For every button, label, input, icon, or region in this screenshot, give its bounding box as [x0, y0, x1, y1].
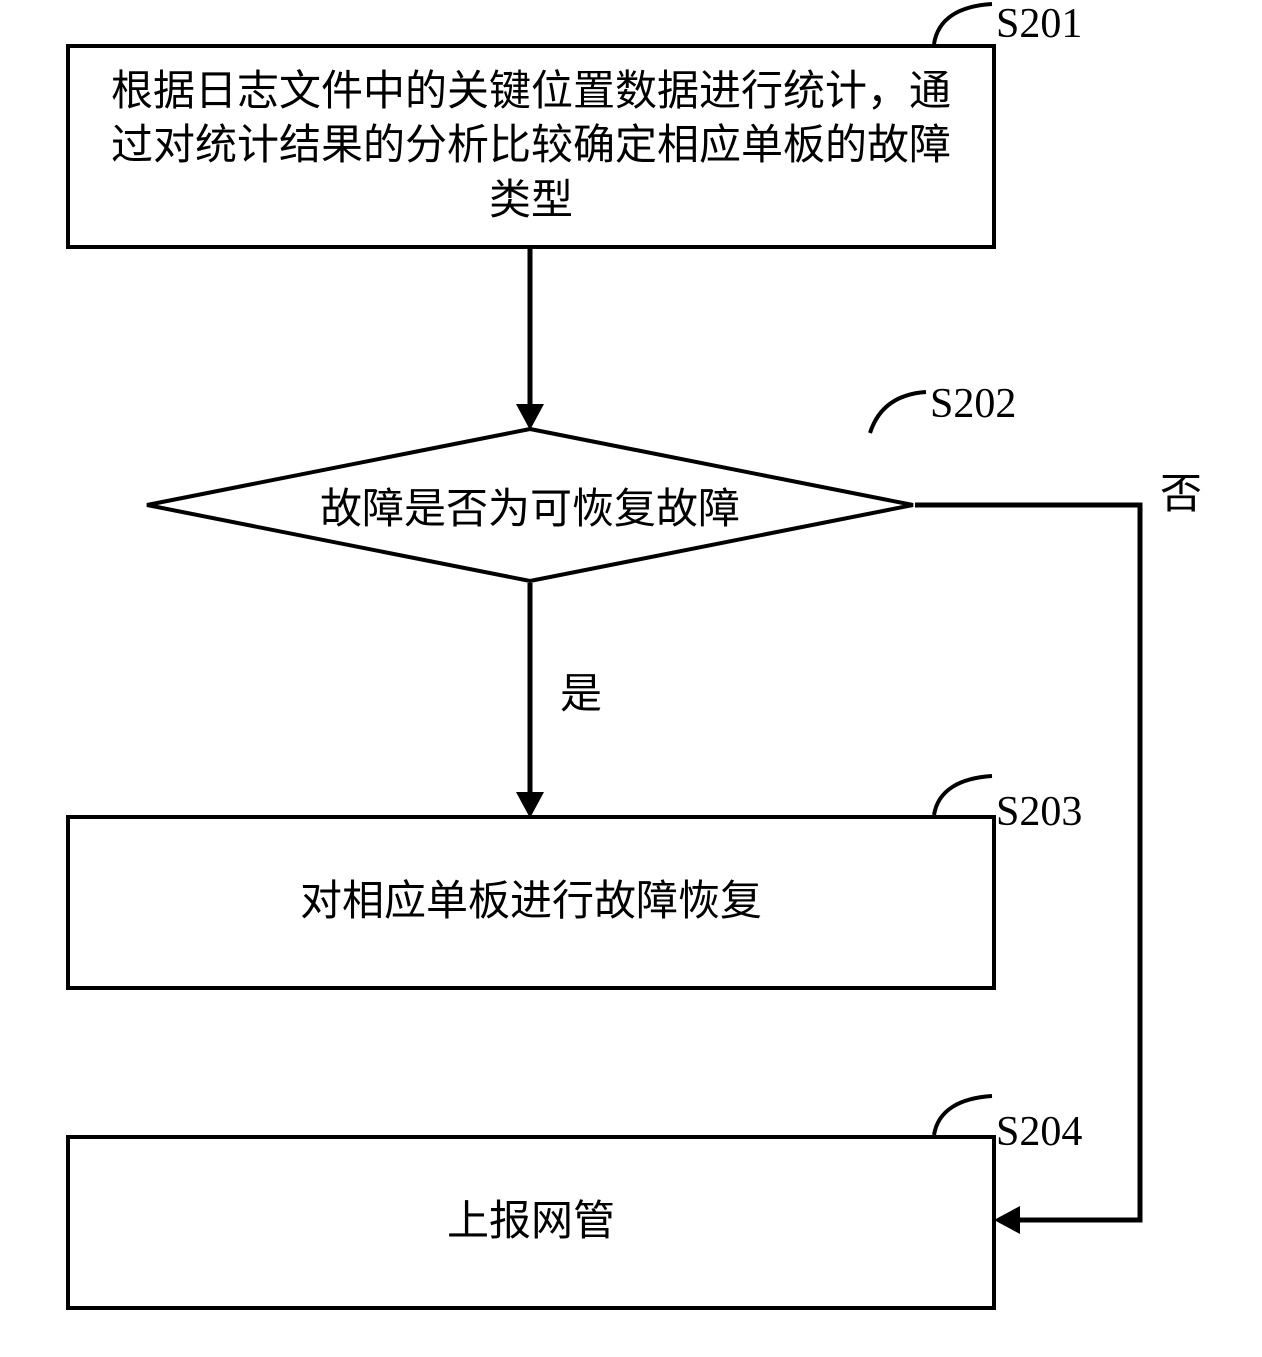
- callout-curve-s204: [934, 1096, 992, 1135]
- edge-label-no: 否: [1160, 460, 1202, 521]
- step-label-s203: S203: [996, 788, 1082, 836]
- process-text-s203: 对相应单板进行故障恢复: [300, 875, 762, 930]
- step-label-s202: S202: [930, 380, 1016, 428]
- process-box-s204: 上报网管: [66, 1135, 996, 1310]
- process-text-s201: 根据日志文件中的关键位置数据进行统计，通 过对统计结果的分析比较确定相应单板的故…: [111, 65, 951, 229]
- callout-curve-s201: [934, 4, 992, 44]
- callout-curve-s203: [934, 776, 992, 815]
- decision-text-s202: 故障是否为可恢复故障: [145, 427, 915, 583]
- flowchart-container: { "flowchart": { "type": "flowchart", "b…: [0, 0, 1262, 1357]
- process-text-s204: 上报网管: [447, 1195, 615, 1250]
- edge-label-yes: 是: [560, 660, 602, 721]
- step-label-s201: S201: [996, 0, 1082, 48]
- step-label-s204: S204: [996, 1108, 1082, 1156]
- arrowhead-s202-s204: [994, 1206, 1020, 1234]
- decision-diamond-s202: 故障是否为可恢复故障: [145, 427, 915, 583]
- process-box-s201: 根据日志文件中的关键位置数据进行统计，通 过对统计结果的分析比较确定相应单板的故…: [66, 44, 996, 249]
- process-box-s203: 对相应单板进行故障恢复: [66, 815, 996, 990]
